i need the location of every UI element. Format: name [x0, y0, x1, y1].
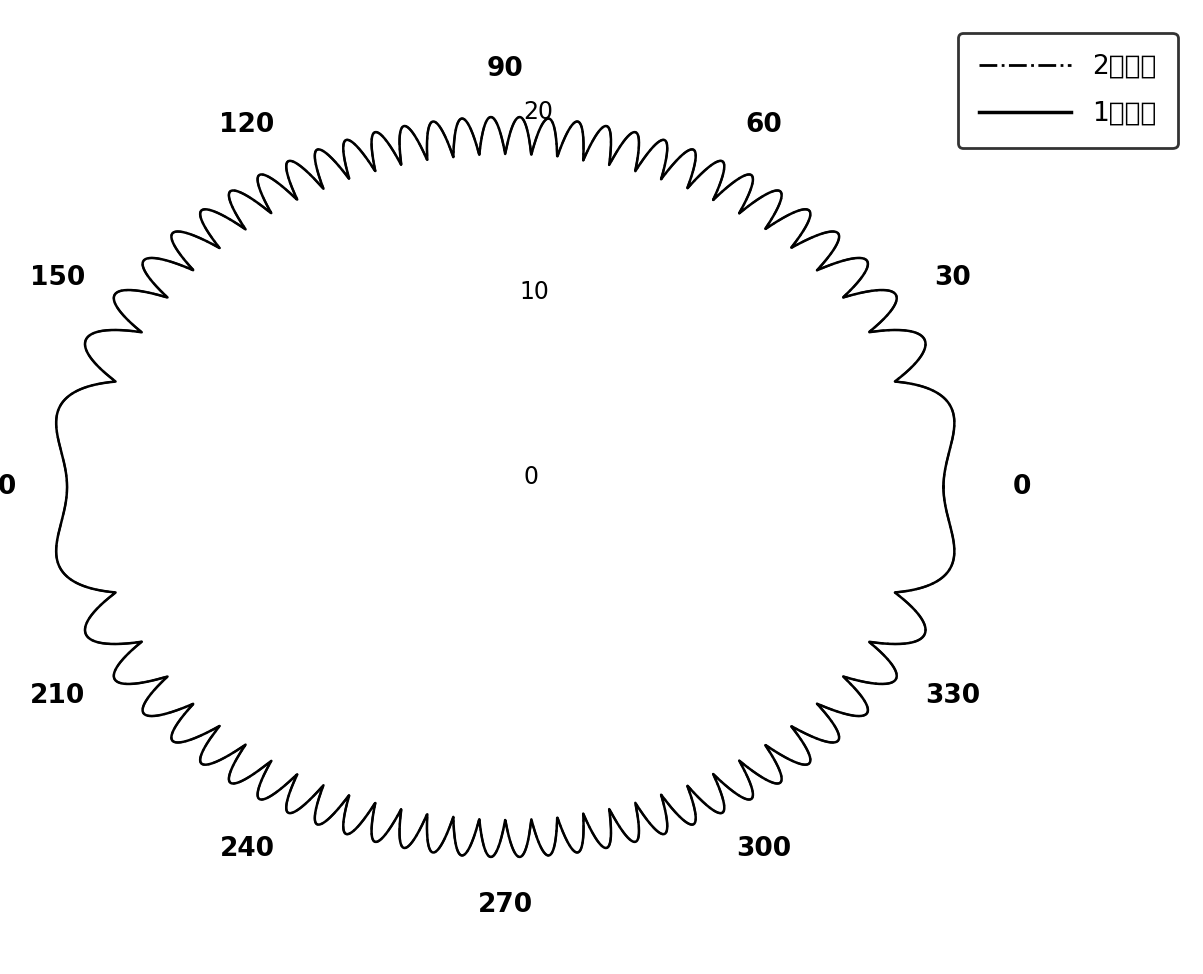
Text: 60: 60 — [745, 112, 782, 137]
Text: 330: 330 — [925, 683, 980, 709]
Text: 300: 300 — [736, 837, 792, 862]
Text: 180: 180 — [0, 474, 17, 500]
Text: 10: 10 — [520, 281, 550, 304]
Text: 0: 0 — [1013, 474, 1031, 500]
Text: 240: 240 — [219, 837, 274, 862]
Text: 270: 270 — [478, 892, 533, 918]
Legend: 2个子阵, 1个子阵: 2个子阵, 1个子阵 — [958, 33, 1178, 148]
Text: 150: 150 — [30, 265, 85, 291]
Text: 20: 20 — [523, 100, 553, 124]
Text: 210: 210 — [30, 683, 85, 709]
Text: 30: 30 — [935, 265, 971, 291]
Text: 120: 120 — [219, 112, 274, 137]
Text: 0: 0 — [523, 466, 538, 489]
Text: 90: 90 — [487, 56, 523, 82]
